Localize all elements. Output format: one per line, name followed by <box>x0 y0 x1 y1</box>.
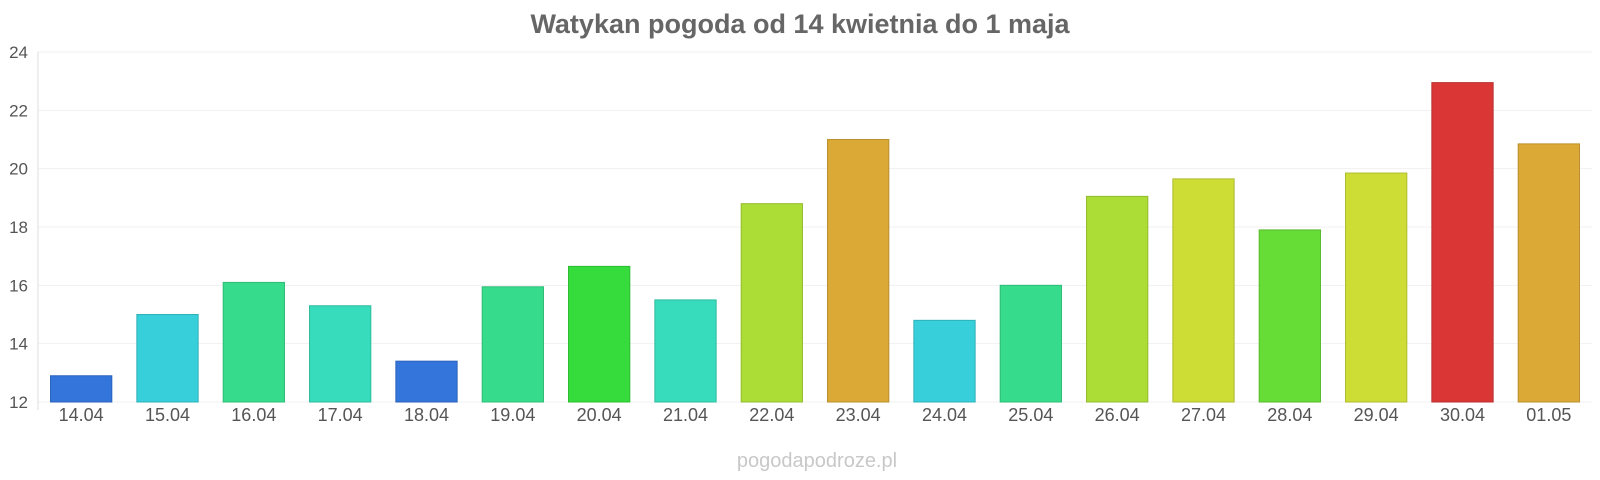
x-tick-label: 23.04 <box>836 405 881 425</box>
grid-lines <box>37 51 1592 410</box>
bars <box>50 82 1580 403</box>
x-tick-label: 24.04 <box>922 405 967 425</box>
x-tick-label: 21.04 <box>663 405 708 425</box>
x-tick-label: 16.04 <box>231 405 276 425</box>
bar-18.04 <box>395 360 458 403</box>
bar-28.04 <box>1258 229 1321 403</box>
x-tick-label: 27.04 <box>1181 405 1226 425</box>
x-axis-ticks: 14.04 15.04 16.04 17.04 18.04 19.04 20.04 21.04… <box>59 405 1572 425</box>
x-tick-label: 17.04 <box>318 405 363 425</box>
y-tick-label: 22 <box>9 101 28 120</box>
x-tick-label: 22.04 <box>749 405 794 425</box>
bar-19.04 <box>481 286 544 403</box>
x-tick-label: 01.05 <box>1526 405 1571 425</box>
bar-01.05 <box>1517 143 1580 403</box>
x-tick-label: 25.04 <box>1008 405 1053 425</box>
x-tick-label: 28.04 <box>1267 405 1312 425</box>
bar-30.04 <box>1431 82 1494 403</box>
x-tick-label: 26.04 <box>1095 405 1140 425</box>
bar-20.04 <box>568 265 631 403</box>
x-tick-label: 29.04 <box>1354 405 1399 425</box>
bar-29.04 <box>1345 172 1408 403</box>
x-tick-label: 18.04 <box>404 405 449 425</box>
y-tick-label: 16 <box>9 276 28 295</box>
y-tick-label: 20 <box>9 160 28 179</box>
chart-title: Watykan pogoda od 14 kwietnia do 1 maja <box>530 9 1070 39</box>
y-tick-label: 24 <box>9 43 28 62</box>
bar-25.04 <box>999 284 1062 403</box>
x-tick-label: 15.04 <box>145 405 190 425</box>
y-axis-ticks: 12 14 16 18 20 22 24 <box>9 43 28 412</box>
bar-24.04 <box>913 319 976 403</box>
y-tick-label: 18 <box>9 218 28 237</box>
bar-26.04 <box>1086 195 1149 403</box>
bar-14.04 <box>50 375 113 403</box>
watermark: pogodapodroze.pl <box>737 450 897 472</box>
bar-16.04 <box>222 281 285 403</box>
x-tick-label: 20.04 <box>577 405 622 425</box>
x-tick-label: 19.04 <box>490 405 535 425</box>
x-tick-label: 14.04 <box>59 405 104 425</box>
bar-21.04 <box>654 299 717 403</box>
y-tick-label: 12 <box>9 393 28 412</box>
bar-27.04 <box>1172 178 1235 403</box>
bar-17.04 <box>309 305 372 403</box>
y-tick-label: 14 <box>9 335 28 354</box>
bar-22.04 <box>740 203 803 403</box>
bar-23.04 <box>827 139 890 403</box>
x-tick-label: 30.04 <box>1440 405 1485 425</box>
bar-15.04 <box>136 314 199 403</box>
